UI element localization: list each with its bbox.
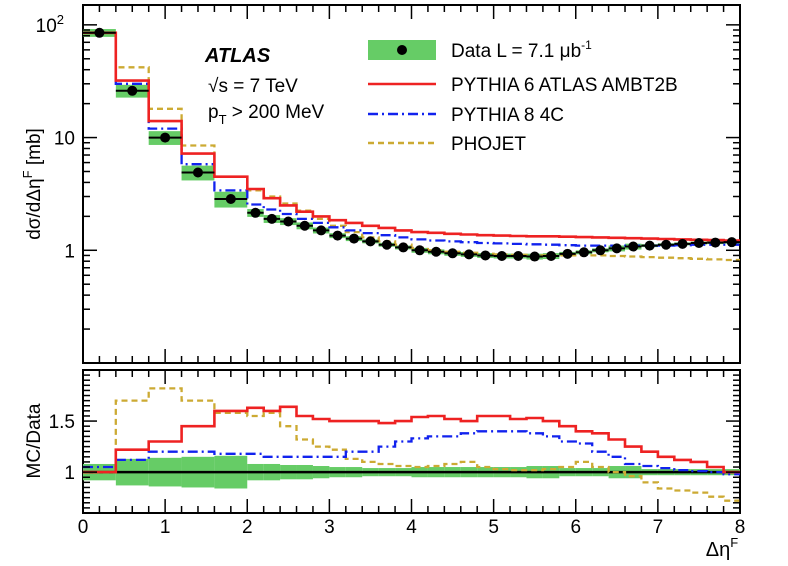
top-data-point-2 — [160, 132, 171, 143]
legend-entry-pythia6: PYTHIA 6 ATLAS AMBT2B — [368, 75, 678, 96]
x-tick-labels: 0 1 2 3 4 5 6 7 8 — [78, 517, 746, 538]
top-data-point-10 — [332, 230, 343, 241]
bottom-ratio-curves — [83, 387, 740, 502]
top-curve-pythia8 — [83, 31, 740, 247]
top-data-point-11 — [349, 233, 360, 244]
bottom-y-axis-label: MC/Data — [24, 403, 45, 478]
xlabel-main: Δη — [706, 539, 730, 561]
top-data-point-13 — [381, 239, 392, 250]
top-data-point-28 — [628, 241, 639, 252]
top-data-point-21 — [513, 250, 524, 261]
bottom-ratio-pythia8 — [83, 430, 740, 476]
top-data-point-27 — [611, 243, 622, 254]
top-y-axis-label: dσ/dΔηF [mb] — [20, 128, 45, 240]
top-data-point-5 — [250, 207, 261, 218]
top-data-point-30 — [661, 239, 672, 250]
legend-data-marker — [397, 45, 407, 55]
legend-entry-pythia8: PYTHIA 8 4C — [368, 105, 564, 126]
bottom-axis-ticks — [82, 369, 741, 514]
energy-label: √s = 7 TeV — [208, 76, 298, 97]
legend-entry-data: Data L = 7.1 μb-1 — [368, 38, 592, 62]
x-tick-label-4: 4 — [406, 517, 417, 538]
top-data-point-16 — [431, 246, 442, 257]
top-y-axis-ticks — [82, 5, 741, 364]
pt-rest: > 200 MeV — [227, 102, 325, 123]
top-data-point-7 — [283, 216, 294, 227]
top-data-point-25 — [578, 247, 589, 258]
bottom-y-tick-label-1: 1 — [64, 463, 75, 484]
top-data-point-24 — [562, 248, 573, 259]
x-tick-label-7: 7 — [653, 517, 664, 538]
top-data-point-0 — [94, 27, 105, 38]
bottom-ratio-pythia6 — [83, 405, 740, 474]
top-data-point-22 — [529, 251, 540, 262]
top-data-point-6 — [266, 213, 277, 224]
bottom-y-tick-labels: 1.51 — [49, 412, 75, 484]
top-ylabel-unit: [mb] — [24, 128, 45, 170]
x-tick-label-3: 3 — [324, 517, 335, 538]
top-data-point-33 — [710, 237, 721, 248]
x-axis-label: ΔηF — [706, 535, 738, 561]
top-data-point-26 — [595, 245, 606, 256]
top-data-point-4 — [225, 194, 236, 205]
top-y-tick-label-1: 10 — [54, 129, 75, 150]
top-data-point-14 — [398, 242, 409, 253]
pt-sub: T — [219, 112, 227, 127]
top-data-points — [83, 27, 740, 262]
bottom-y-tick-label-0: 1.5 — [49, 412, 75, 433]
legend-entry-phojet: PHOJET — [368, 134, 526, 155]
top-y-tick-label-2: 1 — [64, 241, 75, 262]
pt-p: p — [208, 102, 219, 123]
top-data-point-32 — [693, 238, 704, 249]
top-data-point-17 — [447, 248, 458, 259]
top-data-point-15 — [414, 245, 425, 256]
top-ylabel-sup: F — [20, 170, 35, 178]
pt-cut-label: pT > 200 MeV — [208, 102, 325, 127]
x-tick-label-6: 6 — [570, 517, 581, 538]
top-data-point-19 — [480, 250, 491, 261]
energy-sqrt: √ — [208, 76, 219, 97]
top-y-tick-exp-0: 2 — [57, 12, 64, 27]
energy-rest: s = 7 TeV — [218, 76, 298, 97]
legend-data-label: Data L = 7.1 μb-1 — [451, 38, 592, 62]
top-data-point-34 — [726, 237, 737, 248]
x-tick-label-1: 1 — [160, 517, 171, 538]
top-data-point-8 — [299, 220, 310, 231]
experiment-label: ATLAS — [204, 45, 271, 67]
legend-pythia6-label: PYTHIA 6 ATLAS AMBT2B — [451, 75, 678, 96]
top-y-tick-label-0: 102 — [36, 12, 64, 37]
legend-data-label-main: Data L = 7.1 μb — [451, 41, 581, 62]
top-data-point-20 — [496, 250, 507, 261]
top-mc-curves — [83, 31, 740, 262]
top-data-point-29 — [644, 240, 655, 251]
x-tick-label-5: 5 — [488, 517, 499, 538]
top-ylabel-main: dσ/dΔη — [24, 178, 45, 239]
top-data-point-31 — [677, 238, 688, 249]
legend-pythia8-label: PYTHIA 8 4C — [451, 105, 564, 126]
legend-phojet-label: PHOJET — [451, 134, 526, 155]
x-tick-label-0: 0 — [78, 517, 89, 538]
xlabel-sup: F — [730, 535, 738, 550]
top-data-point-1 — [127, 85, 138, 96]
bottom-ratio-phojet — [83, 387, 740, 502]
top-y-tick-base-0: 10 — [36, 16, 57, 37]
top-data-point-18 — [463, 249, 474, 260]
top-data-point-23 — [546, 250, 557, 261]
legend: Data L = 7.1 μb-1 PYTHIA 6 ATLAS AMBT2B … — [368, 38, 678, 155]
legend-data-label-sup: -1 — [581, 38, 592, 52]
top-data-point-3 — [192, 167, 203, 178]
top-data-point-9 — [316, 225, 327, 236]
top-curve-pythia6 — [83, 31, 740, 242]
x-tick-label-2: 2 — [242, 517, 253, 538]
x-tick-label-8: 8 — [735, 517, 746, 538]
top-data-point-12 — [365, 236, 376, 247]
